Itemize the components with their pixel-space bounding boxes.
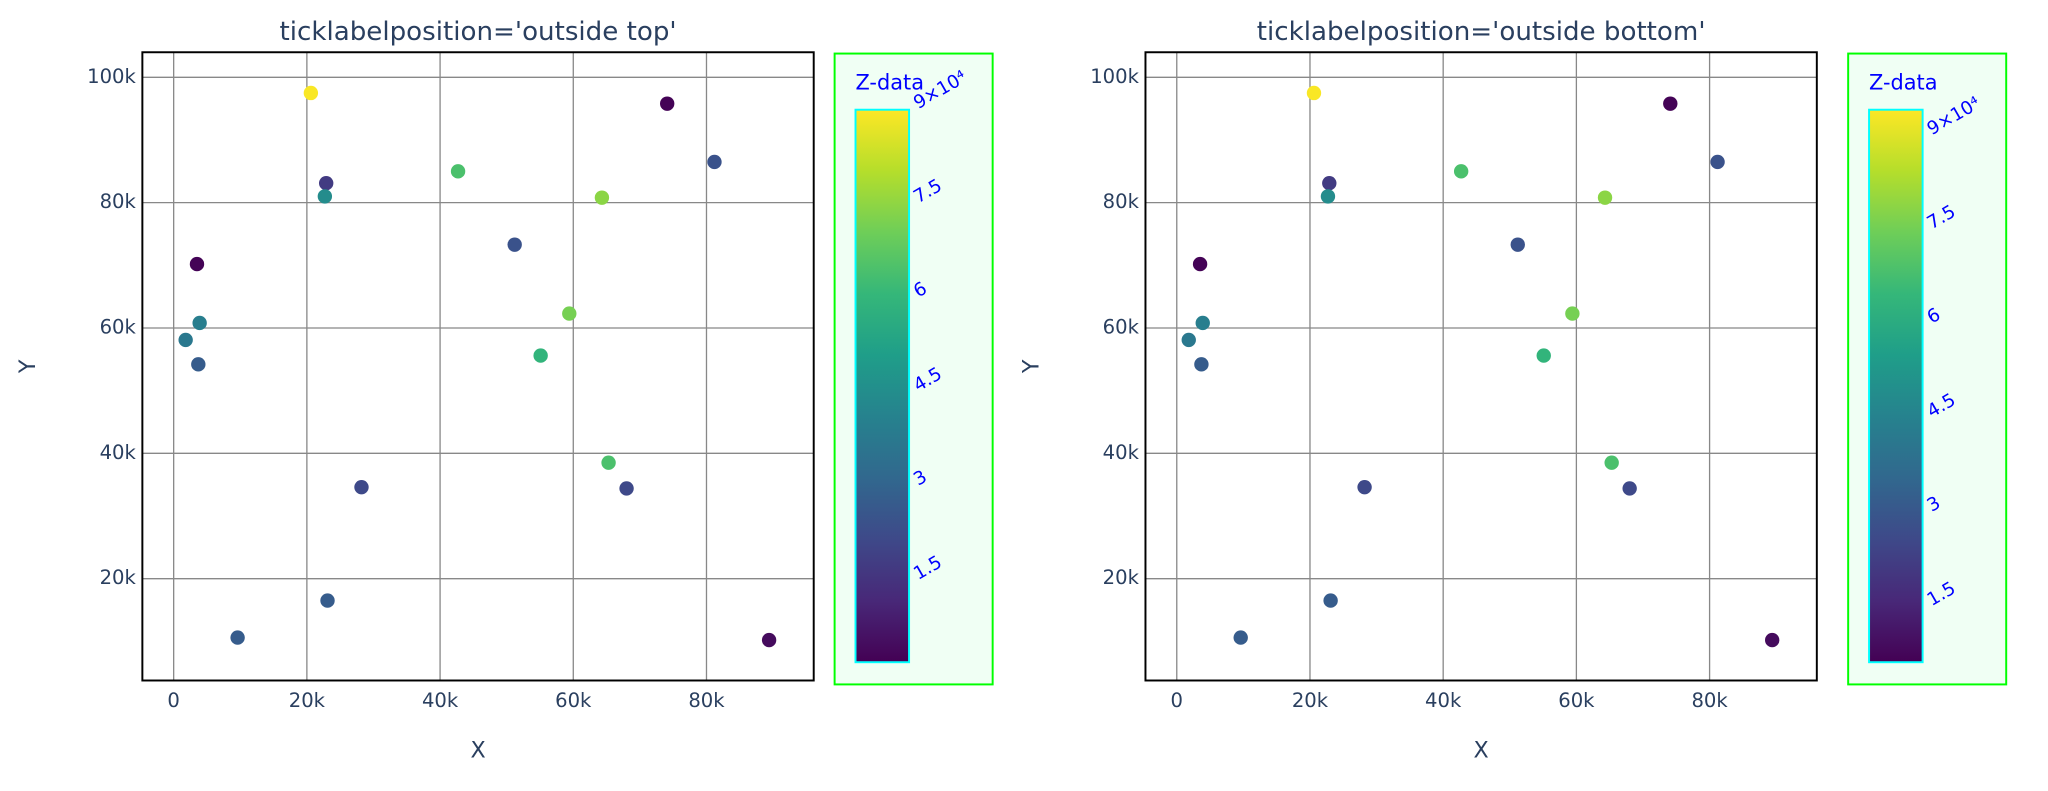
x-tick-label: 40k [422, 689, 459, 712]
point [1323, 593, 1338, 608]
y-tick-label: 40k [1103, 441, 1140, 464]
point [1357, 479, 1372, 495]
point [761, 632, 777, 648]
point [1765, 632, 1780, 648]
point [1320, 189, 1336, 204]
point [1604, 455, 1619, 470]
point [601, 455, 616, 470]
y-axis-label: Y [15, 359, 41, 374]
x-tick-label: 0 [167, 689, 179, 712]
point [1663, 96, 1678, 111]
plot-frame [1144, 51, 1818, 682]
colorbar [854, 108, 911, 664]
y-tick-label: 60k [1103, 315, 1140, 338]
point [594, 190, 610, 205]
y-tick-label: 100k [1090, 65, 1139, 88]
point [189, 256, 205, 272]
y-tick-label: 100k [87, 65, 136, 88]
x-tick-label: 60k [555, 689, 592, 712]
point [660, 96, 675, 111]
point [317, 189, 333, 204]
point [1510, 237, 1525, 252]
x-tick-label: 80k [688, 689, 725, 712]
point [1565, 306, 1580, 321]
point [1710, 154, 1725, 170]
point [354, 479, 369, 495]
y-axis-label: Y [1018, 359, 1044, 374]
x-axis-label: X [1474, 738, 1489, 764]
point [192, 315, 207, 331]
point [230, 630, 245, 645]
x-tick-label: 60k [1558, 689, 1595, 712]
chart-title: ticklabelposition='outside top' [279, 17, 676, 47]
point [1181, 332, 1196, 348]
point [178, 332, 193, 348]
point [507, 237, 522, 252]
colorbar-title: Z-data [1869, 71, 1938, 95]
point [1233, 630, 1248, 645]
colorbar [1868, 108, 1924, 664]
y-tick-label: 60k [100, 315, 137, 338]
x-tick-label: 40k [1425, 689, 1462, 712]
colorbar-title: Z-data [856, 71, 925, 95]
y-tick-label: 20k [100, 566, 137, 589]
point [320, 593, 335, 608]
point [450, 164, 466, 179]
point [533, 348, 548, 363]
point [1306, 85, 1322, 101]
y-tick-label: 40k [100, 441, 137, 464]
point [1195, 315, 1210, 331]
point [562, 306, 577, 321]
point [1192, 256, 1208, 272]
y-tick-label: 80k [1103, 190, 1140, 213]
x-tick-label: 80k [1691, 689, 1728, 712]
point [191, 357, 206, 372]
y-tick-label: 80k [100, 190, 137, 213]
point [1597, 190, 1613, 205]
point [1536, 348, 1551, 363]
point [319, 176, 334, 191]
point [707, 154, 722, 170]
point [1322, 176, 1337, 191]
chart-title: ticklabelposition='outside bottom' [1257, 17, 1706, 47]
point [619, 481, 634, 496]
point [1622, 481, 1637, 496]
y-tick-label: 20k [1103, 566, 1140, 589]
x-tick-label: 0 [1171, 689, 1183, 712]
x-tick-label: 20k [1292, 689, 1329, 712]
plot-frame [141, 51, 815, 682]
x-axis-label: X [470, 738, 485, 764]
point [1453, 164, 1469, 179]
x-tick-label: 20k [289, 689, 326, 712]
point [303, 85, 319, 101]
point [1194, 357, 1209, 372]
